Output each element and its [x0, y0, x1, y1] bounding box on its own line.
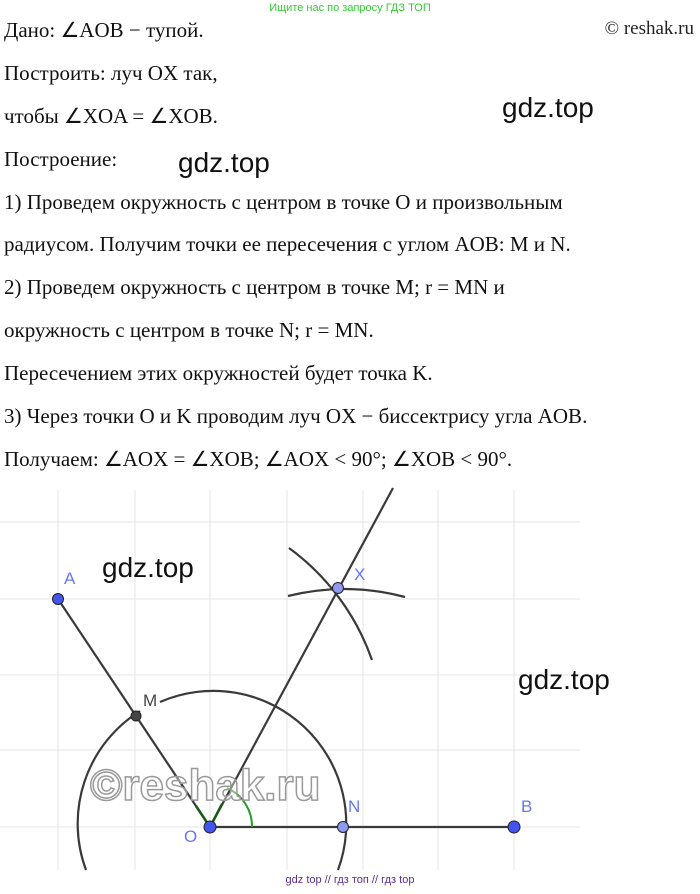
watermark-gdz-3: gdz.top: [102, 552, 194, 583]
intersection-line: Пересечением этих окружностей будет точк…: [4, 361, 433, 385]
task-line-2: чтобы ∠XOA = ∠XOB.: [4, 104, 218, 128]
label-x: X: [354, 565, 365, 584]
point-b: [507, 820, 521, 834]
step-1-line-2: радиусом. Получим точки ее пересечения с…: [4, 232, 571, 256]
point-x: [332, 582, 344, 594]
step-2-line-2: окружность с центром в точке N; r = MN.: [4, 318, 374, 342]
copyright: © reshak.ru: [604, 18, 694, 39]
construction-heading: Построение:: [4, 147, 118, 171]
point-a: [52, 593, 64, 605]
label-a: A: [64, 569, 76, 588]
reshak-watermark: ©reshak.ru: [90, 761, 321, 810]
label-m: M: [143, 691, 157, 710]
angle-mark: [226, 787, 254, 828]
point-n: [337, 821, 349, 833]
ray-ox: [209, 487, 394, 828]
result-line: Получаем: ∠AOX = ∠XOB; ∠AOX < 90°; ∠XOB …: [4, 447, 513, 471]
watermark-gdz-2: gdz.top: [178, 147, 270, 178]
step-1-line-1: 1) Проведем окружность с центром в точке…: [4, 190, 563, 214]
point-o: [203, 820, 217, 834]
label-n: N: [348, 797, 360, 816]
footer-watermark: gdz top // гдз топ // гдз top: [285, 874, 415, 886]
point-m: [130, 710, 142, 722]
step-3-line: 3) Через точки O и K проводим луч OX − б…: [4, 404, 588, 428]
grid: [0, 490, 580, 870]
arc-center-n: [287, 588, 406, 599]
search-banner: Ищите нас по запросу ГДЗ ТОП: [269, 2, 431, 14]
given-line: Дано: ∠AOB − тупой.: [4, 18, 204, 42]
task-line-1: Построить: луч OX так,: [4, 61, 218, 85]
watermark-gdz-1: gdz.top: [502, 92, 594, 123]
construction-figure: ©reshak.ru A M O N B X: [0, 487, 580, 871]
arc-center-m: [288, 547, 374, 661]
step-2-line-1: 2) Проведем окружность с центром в точке…: [4, 275, 505, 299]
watermark-gdz-4: gdz.top: [518, 664, 610, 695]
label-o: O: [184, 827, 197, 846]
label-b: B: [521, 797, 532, 816]
